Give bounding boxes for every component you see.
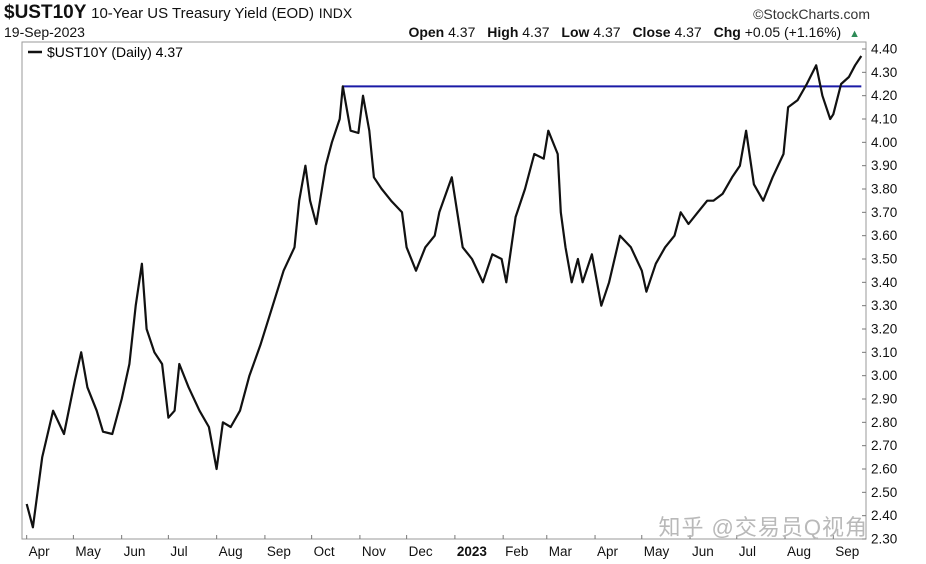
ticker-symbol: $UST10Y xyxy=(4,2,87,23)
legend: $UST10Y (Daily) 4.37 xyxy=(28,44,183,60)
x-tick-label: Apr xyxy=(597,544,619,559)
y-tick-label: 2.80 xyxy=(871,415,897,430)
plot-frame xyxy=(21,41,867,540)
chart-description: 10-Year US Treasury Yield (EOD) xyxy=(91,5,314,22)
y-tick-label: 3.10 xyxy=(871,345,897,360)
x-tick-label: Feb xyxy=(505,544,528,559)
chg-value: +0.05 (+1.16%) xyxy=(744,24,842,40)
x-tick-label: Sep xyxy=(835,544,859,559)
y-tick-label: 3.30 xyxy=(871,298,897,313)
x-tick-label: Dec xyxy=(409,544,433,559)
y-tick-label: 3.00 xyxy=(871,368,897,383)
y-tick-label: 2.40 xyxy=(871,508,897,523)
y-tick-label: 2.60 xyxy=(871,462,897,477)
x-tick-label: Apr xyxy=(29,544,51,559)
x-tick-label: May xyxy=(644,544,670,559)
chart-title: $UST10Y 10-Year US Treasury Yield (EOD) … xyxy=(4,2,352,24)
open-value: 4.37 xyxy=(448,24,476,40)
y-tick-label: 3.50 xyxy=(871,252,897,267)
y-tick-label: 3.90 xyxy=(871,158,897,173)
y-tick-label: 2.50 xyxy=(871,485,897,500)
x-tick-label: Jul xyxy=(739,544,756,559)
exchange-label: INDX xyxy=(318,5,353,21)
x-tick-label: Mar xyxy=(549,544,573,559)
y-tick-label: 4.00 xyxy=(871,135,897,150)
y-tick-label: 3.40 xyxy=(871,275,897,290)
x-axis: Apr May Jun Jul Aug Sep Oct Nov Dec 2023 Feb Mar Apr… xyxy=(26,535,859,559)
close-value: 4.37 xyxy=(674,24,702,40)
close-label: Close xyxy=(632,24,671,40)
y-tick-label: 2.30 xyxy=(871,532,897,547)
brand-label[interactable]: ©StockCharts.com xyxy=(753,6,870,22)
y-tick-label: 4.10 xyxy=(871,112,897,127)
y-tick-label: 4.20 xyxy=(871,88,897,103)
watermark: 知乎 @交易员Q视角 xyxy=(658,515,868,540)
chg-label: Chg xyxy=(713,24,741,40)
chart-date: 19-Sep-2023 xyxy=(4,24,85,40)
y-tick-label: 3.60 xyxy=(871,228,897,243)
y-tick-label: 3.80 xyxy=(871,182,897,197)
x-tick-label: Sep xyxy=(267,544,291,559)
x-tick-label: Aug xyxy=(219,544,243,559)
low-label: Low xyxy=(561,24,590,40)
x-tick-label: Nov xyxy=(362,544,386,559)
x-tick-label: Jun xyxy=(124,544,146,559)
y-tick-label: 3.70 xyxy=(871,205,897,220)
low-value: 4.37 xyxy=(593,24,621,40)
y-tick-label: 4.40 xyxy=(871,42,897,57)
x-tick-label: May xyxy=(75,544,101,559)
x-tick-label: Jun xyxy=(692,544,714,559)
x-tick-label: 2023 xyxy=(457,544,488,559)
y-tick-label: 2.70 xyxy=(871,438,897,453)
y-tick-label: 4.30 xyxy=(871,65,897,80)
y-tick-label: 2.90 xyxy=(871,392,897,407)
legend-label: $UST10Y (Daily) 4.37 xyxy=(47,44,183,60)
y-tick-label: 3.20 xyxy=(871,322,897,337)
yield-series-line xyxy=(25,55,863,529)
x-tick-label: Jul xyxy=(170,544,187,559)
open-label: Open xyxy=(408,24,445,40)
high-value: 4.37 xyxy=(522,24,550,40)
up-triangle-icon: ▲ xyxy=(849,28,860,40)
ohlc-stats: Open 4.37 High 4.37 Low 4.37 Close 4.37 … xyxy=(400,24,860,40)
y-axis: 4.40 4.30 4.20 4.10 4.00 3.90 3.80 3.70 3.60 3.50… xyxy=(862,42,897,547)
x-tick-label: Aug xyxy=(787,544,811,559)
high-label: High xyxy=(487,24,519,40)
x-tick-label: Oct xyxy=(314,544,335,559)
